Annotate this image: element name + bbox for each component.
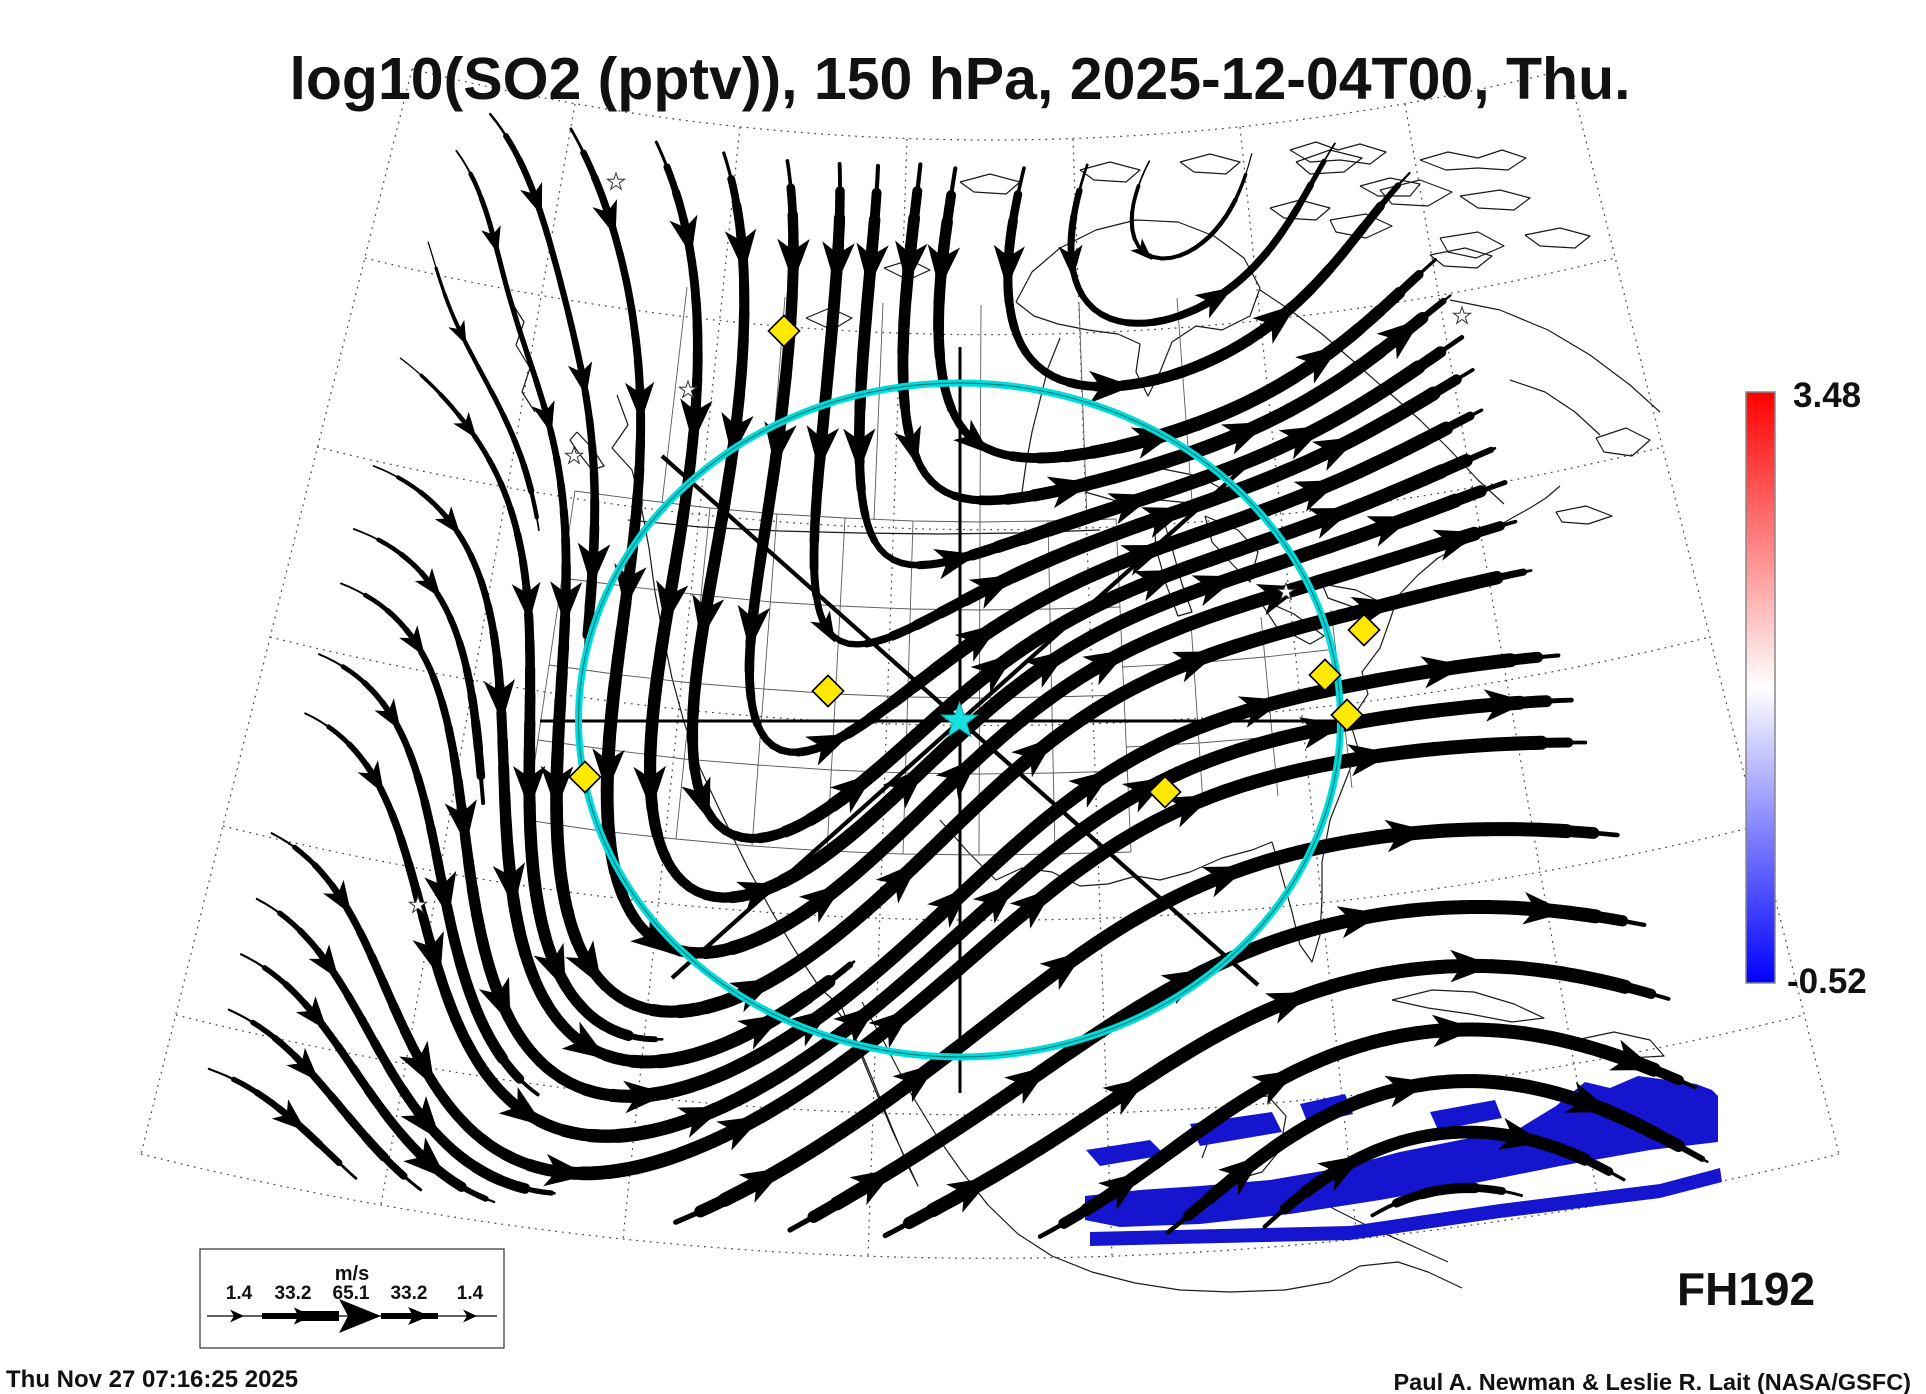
svg-text:log10(SO2 (pptv)), 150 hPa, 20: log10(SO2 (pptv)), 150 hPa, 2025-12-04T0… (289, 46, 1630, 112)
svg-text:33.2: 33.2 (275, 1283, 312, 1304)
svg-text:1.4: 1.4 (226, 1283, 253, 1304)
svg-text:65.1: 65.1 (333, 1283, 370, 1304)
svg-text:FH192: FH192 (1677, 1263, 1815, 1315)
svg-text:-0.52: -0.52 (1787, 962, 1867, 1001)
svg-text:Paul A. Newman & Leslie R. Lai: Paul A. Newman & Leslie R. Lait (NASA/GS… (1393, 1369, 1911, 1394)
svg-text:33.2: 33.2 (391, 1283, 428, 1304)
svg-text:1.4: 1.4 (457, 1283, 484, 1304)
svg-text:3.48: 3.48 (1793, 376, 1861, 415)
svg-text:m/s: m/s (335, 1263, 369, 1285)
svg-text:Thu Nov 27 07:16:25 2025: Thu Nov 27 07:16:25 2025 (6, 1366, 298, 1393)
